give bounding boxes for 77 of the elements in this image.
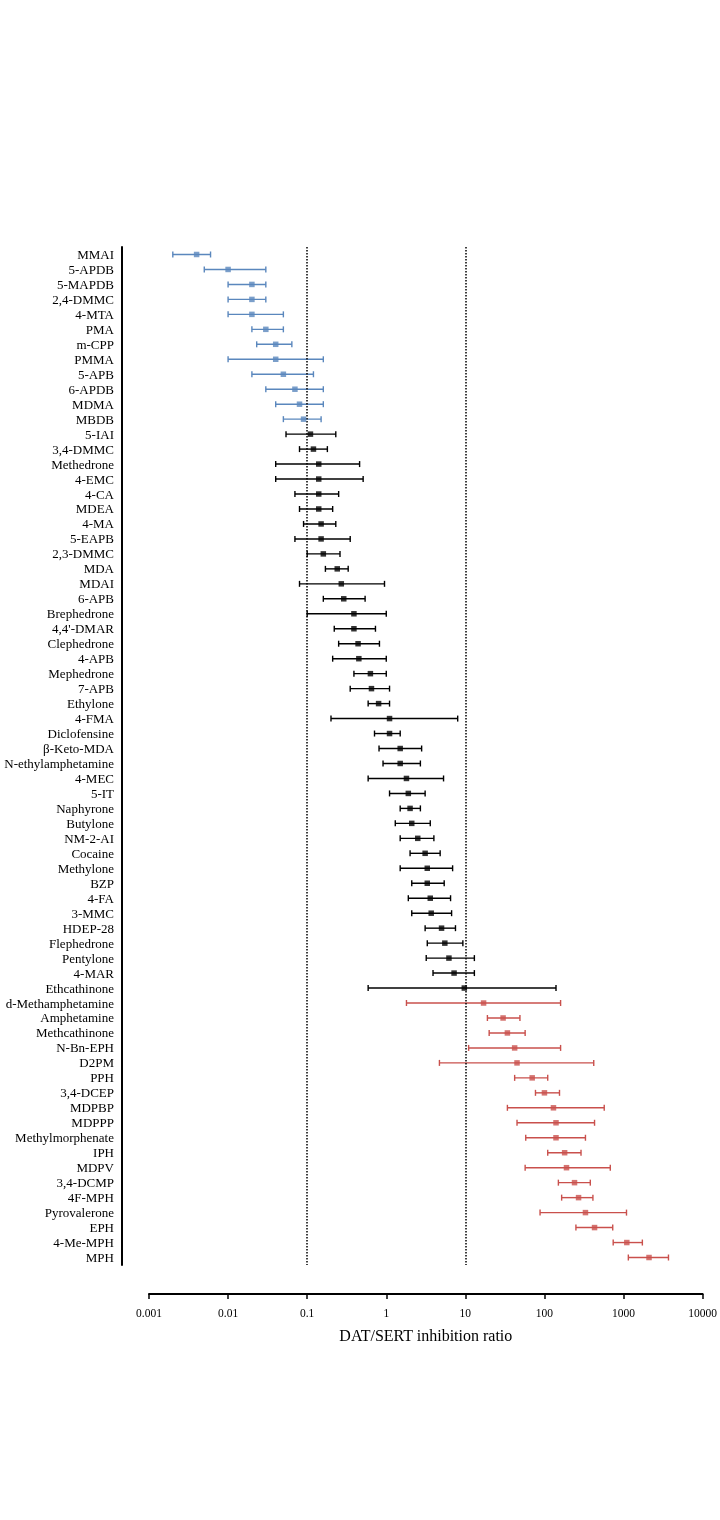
y-tick-label: Ethylone bbox=[67, 696, 115, 712]
y-tick-label: 5-MAPDB bbox=[56, 276, 115, 292]
y-tick-label: Pyrovalerone bbox=[44, 1205, 115, 1221]
y-tick-label: 4-MAR bbox=[73, 965, 115, 981]
y-tick-label: 7-APB bbox=[77, 681, 115, 697]
y-tick-label: Methedrone bbox=[51, 456, 115, 472]
y-tick-label: MDPPP bbox=[71, 1115, 114, 1131]
y-tick-label: MDEA bbox=[75, 501, 115, 517]
y-tick-label: 3,4-DMMC bbox=[52, 441, 114, 457]
x-axis-title: DAT/SERT inhibition ratio bbox=[339, 1326, 513, 1344]
y-tick-label: 2,4-DMMC bbox=[52, 291, 114, 307]
y-tick-label: NM-2-AI bbox=[64, 830, 114, 846]
y-tick-label: 4-EMC bbox=[75, 471, 114, 487]
x-tick-label: 0.001 bbox=[136, 1307, 163, 1319]
y-tick-label: N-Bn-EPH bbox=[56, 1040, 114, 1056]
y-tick-label: HDEP-28 bbox=[62, 920, 114, 936]
y-tick-label: Mephedrone bbox=[48, 666, 115, 682]
y-tick-label: 4,4'-DMAR bbox=[52, 621, 115, 637]
y-tick-label: BZP bbox=[90, 875, 114, 891]
y-tick-label: Diclofensine bbox=[47, 726, 115, 742]
x-tick-label: 0.01 bbox=[218, 1307, 239, 1319]
y-tick-label: 3-MMC bbox=[71, 905, 114, 921]
y-tick-label: 4-MA bbox=[82, 516, 115, 532]
y-tick-label: PPH bbox=[90, 1070, 114, 1086]
x-tick-label: 10 bbox=[459, 1307, 472, 1319]
y-tick-label: 6-APB bbox=[77, 591, 115, 607]
y-tick-label: 4-Me-MPH bbox=[53, 1235, 114, 1251]
y-tick-label: D2PM bbox=[79, 1055, 115, 1071]
y-tick-label: MBDB bbox=[75, 411, 115, 427]
y-tick-label: 3,4-DCEP bbox=[60, 1085, 114, 1101]
y-tick-label: MDPV bbox=[76, 1160, 115, 1176]
y-tick-label: MDAI bbox=[79, 576, 114, 592]
y-tick-label: 4-CA bbox=[85, 486, 115, 502]
y-tick-label: Brephedrone bbox=[46, 606, 115, 622]
y-tick-label: Butylone bbox=[66, 815, 115, 831]
y-tick-label: Amphetamine bbox=[40, 1010, 115, 1026]
y-tick-label: MDA bbox=[83, 561, 115, 577]
y-tick-label: PMMA bbox=[74, 351, 115, 367]
y-tick-label: 5-EAPB bbox=[69, 531, 115, 547]
y-tick-label: 4-MTA bbox=[75, 306, 115, 322]
y-tick-label: 4-MEC bbox=[75, 770, 114, 786]
x-tick-label: 1 bbox=[383, 1307, 390, 1319]
y-tick-label: Ethcathinone bbox=[45, 980, 115, 996]
y-tick-label: N-ethylamphetamine bbox=[4, 755, 115, 771]
y-tick-label: Methylmorphenate bbox=[15, 1130, 115, 1146]
y-tick-label: 2,3-DMMC bbox=[52, 546, 114, 562]
y-tick-label: Methylone bbox=[57, 860, 115, 876]
y-tick-label: Cocaine bbox=[71, 845, 115, 861]
y-tick-label: 4-FMA bbox=[74, 711, 115, 727]
y-tick-label: 6-APDB bbox=[68, 381, 115, 397]
y-tick-label: MPH bbox=[85, 1250, 114, 1266]
y-tick-label: Naphyrone bbox=[56, 800, 115, 816]
y-tick-label: EPH bbox=[89, 1220, 114, 1236]
y-tick-label: IPH bbox=[93, 1145, 114, 1161]
y-tick-label: 4-APB bbox=[77, 651, 115, 667]
y-tick-label: Flephedrone bbox=[49, 935, 115, 951]
y-tick-label: m-CPP bbox=[76, 336, 114, 352]
y-tick-label: 5-APB bbox=[77, 366, 115, 382]
y-tick-label: 4F-MPH bbox=[67, 1190, 114, 1206]
y-tick-label: 4-FA bbox=[87, 890, 115, 906]
x-tick-label: 1000 bbox=[612, 1307, 636, 1319]
y-tick-label: 5-IT bbox=[90, 785, 115, 801]
y-tick-label: MDPBP bbox=[69, 1100, 114, 1116]
y-tick-label: d-Methamphetamine bbox=[5, 995, 115, 1011]
y-tick-label: MMAI bbox=[77, 246, 114, 262]
y-tick-label: 5-IAI bbox=[85, 426, 114, 442]
y-tick-label: Clephedrone bbox=[47, 636, 115, 652]
x-tick-label: 10000 bbox=[688, 1307, 718, 1319]
x-tick-label: 100 bbox=[535, 1307, 554, 1319]
x-tick-label: 0.1 bbox=[299, 1307, 315, 1319]
y-tick-label: PMA bbox=[85, 321, 115, 337]
y-tick-label: Methcathinone bbox=[36, 1025, 115, 1041]
y-tick-label: MDMA bbox=[72, 396, 115, 412]
y-tick-label: β-Keto-MDA bbox=[43, 741, 115, 757]
y-tick-label: 3,4-DCMP bbox=[56, 1175, 114, 1191]
y-tick-label: 5-APDB bbox=[68, 261, 115, 277]
y-tick-label: Pentylone bbox=[62, 950, 115, 966]
